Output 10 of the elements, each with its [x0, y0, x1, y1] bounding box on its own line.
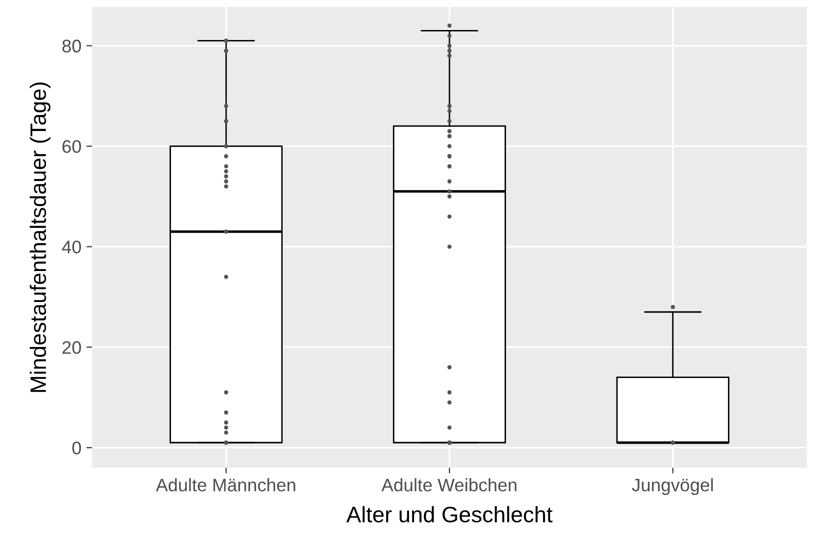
y-tick-label: 20 [62, 341, 81, 354]
y-tick-label: 80 [62, 40, 81, 52]
x-tick-label: Jungvögel [632, 478, 713, 495]
y-tick-label: 40 [62, 240, 81, 254]
y-axis-title: Mindestaufenthaltsdauer (Tage) [30, 82, 50, 392]
x-axis-title: Alter und Geschlecht [346, 506, 552, 522]
x-tick-label: Adulte Männchen [156, 478, 296, 492]
y-tick-label: 60 [62, 140, 81, 153]
x-tick-label: Adulte Weibchen [381, 478, 516, 492]
y-tick-label: 0 [72, 442, 81, 454]
